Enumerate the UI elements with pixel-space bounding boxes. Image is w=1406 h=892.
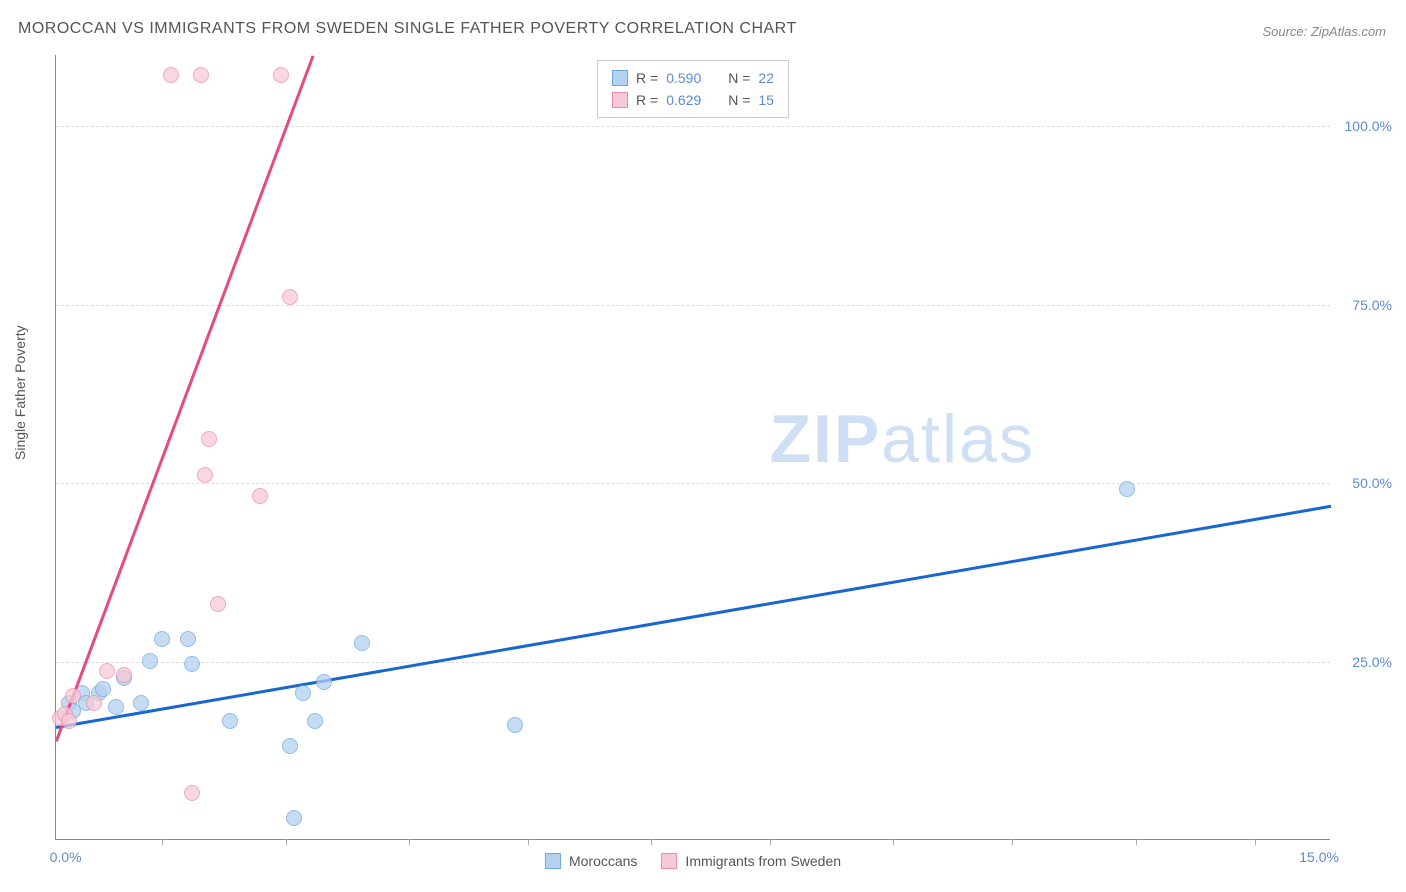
x-tick-label: 0.0% (50, 849, 82, 865)
chart-title: MOROCCAN VS IMMIGRANTS FROM SWEDEN SINGL… (18, 20, 797, 38)
data-point (295, 685, 311, 701)
series-legend-item: Moroccans (545, 853, 637, 869)
x-tick (893, 839, 894, 845)
y-tick-label: 25.0% (1352, 654, 1392, 670)
data-point (354, 635, 370, 651)
legend-n-label: N = (728, 67, 750, 89)
gridline-h (56, 305, 1330, 306)
data-point (201, 431, 217, 447)
legend-r-label: R = (636, 67, 658, 89)
x-tick (409, 839, 410, 845)
data-point (222, 713, 238, 729)
data-point (61, 713, 77, 729)
gridline-h (56, 126, 1330, 127)
data-point (316, 674, 332, 690)
data-point (184, 656, 200, 672)
legend-swatch (661, 853, 677, 869)
data-point (99, 663, 115, 679)
series-name: Moroccans (569, 853, 637, 869)
x-tick-label: 15.0% (1299, 849, 1339, 865)
data-point (108, 699, 124, 715)
data-point (163, 67, 179, 83)
legend-swatch (612, 70, 628, 86)
data-point (286, 810, 302, 826)
legend-swatch (545, 853, 561, 869)
legend-n-label: N = (728, 89, 750, 111)
data-point (133, 695, 149, 711)
y-tick-label: 50.0% (1352, 475, 1392, 491)
legend-n-value: 22 (758, 67, 774, 89)
x-tick (162, 839, 163, 845)
legend-r-value: 0.629 (666, 89, 712, 111)
x-tick (1255, 839, 1256, 845)
data-point (273, 67, 289, 83)
source-label: Source: ZipAtlas.com (1262, 24, 1386, 39)
gridline-h (56, 483, 1330, 484)
data-point (210, 596, 226, 612)
y-axis-label: Single Father Poverty (12, 325, 28, 460)
data-point (154, 631, 170, 647)
x-tick (528, 839, 529, 845)
x-tick (770, 839, 771, 845)
series-legend: Moroccans Immigrants from Sweden (545, 853, 841, 869)
scatter-plot: ZIPatlas R =0.590N =22R =0.629N =15 Moro… (55, 55, 1330, 840)
y-tick-label: 100.0% (1345, 118, 1392, 134)
data-point (282, 289, 298, 305)
data-point (307, 713, 323, 729)
legend-swatch (612, 92, 628, 108)
legend-row: R = 0.590 N = 22 (612, 67, 774, 89)
x-tick (286, 839, 287, 845)
legend-r-label: R = (636, 89, 658, 111)
y-tick-label: 75.0% (1352, 297, 1392, 313)
data-point (116, 667, 132, 683)
trend-line (56, 505, 1331, 729)
series-legend-item: Immigrants from Sweden (661, 853, 841, 869)
legend-n-value: 15 (758, 89, 774, 111)
data-point (507, 717, 523, 733)
data-point (65, 688, 81, 704)
data-point (252, 488, 268, 504)
data-point (282, 738, 298, 754)
x-tick (1012, 839, 1013, 845)
data-point (86, 695, 102, 711)
watermark: ZIPatlas (769, 400, 1034, 478)
data-point (197, 467, 213, 483)
data-point (193, 67, 209, 83)
data-point (95, 681, 111, 697)
series-name: Immigrants from Sweden (685, 853, 841, 869)
data-point (184, 785, 200, 801)
x-tick (1136, 839, 1137, 845)
x-tick (651, 839, 652, 845)
gridline-h (56, 662, 1330, 663)
legend-row: R = 0.629 N = 15 (612, 89, 774, 111)
legend-r-value: 0.590 (666, 67, 712, 89)
data-point (142, 653, 158, 669)
data-point (180, 631, 196, 647)
correlation-legend: R = 0.590 N = 22 R = 0.629 N = 15 (597, 60, 789, 118)
data-point (1119, 481, 1135, 497)
